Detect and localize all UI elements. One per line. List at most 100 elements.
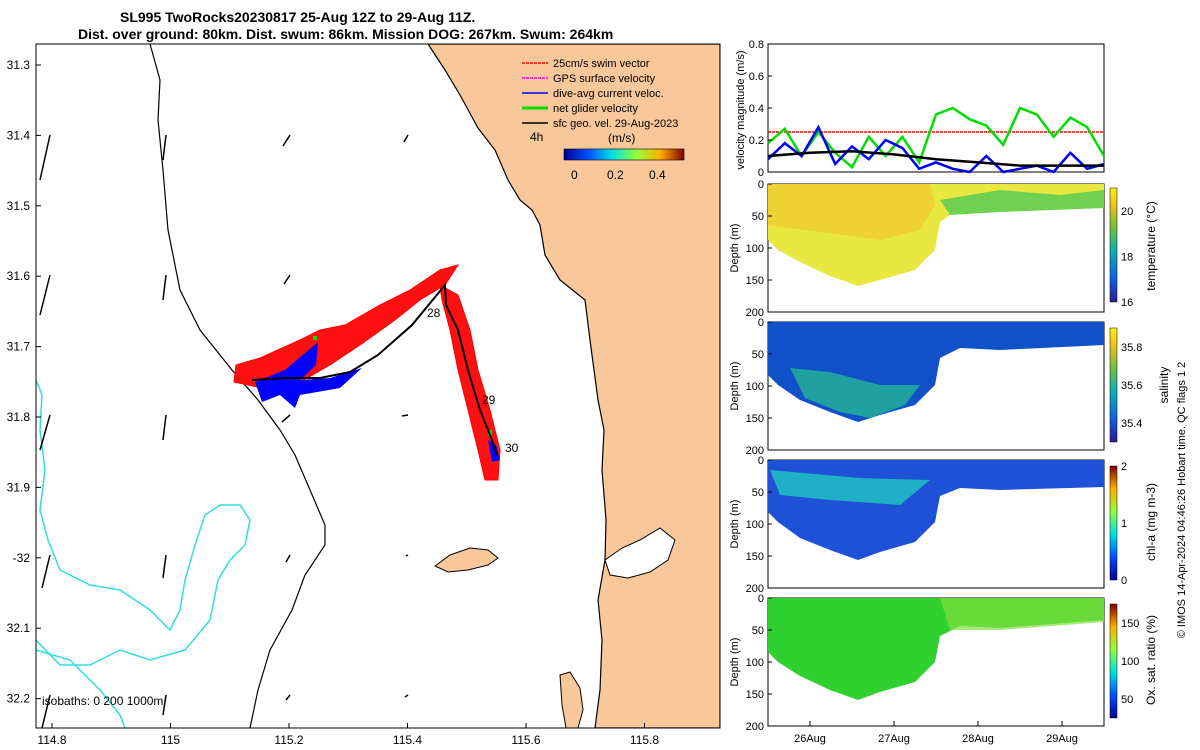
depth-tick-label: 200: [746, 445, 764, 457]
map-estuary: [604, 527, 676, 579]
colorbar-ticks: 16 18 20 35.4 35.6 35.8 0 1 2 50 100 150: [1121, 206, 1142, 706]
lon-tick-label: 115.4: [393, 733, 422, 747]
colorbar-tick-label: 0: [1121, 575, 1127, 587]
chla-label: chl-a (mg m-3): [1144, 483, 1158, 561]
salinity-colorbar: [1109, 327, 1118, 443]
oxygen-panel: Ox. sat. ratio (%): [767, 597, 1158, 727]
velocity-ytick-label: 0: [758, 167, 764, 179]
depth-tick-label: 100: [746, 657, 764, 669]
colorbar-tick-label: 50: [1121, 694, 1133, 706]
colorbar-tick-label: 150: [1121, 618, 1139, 630]
map-coast-200m: [149, 44, 326, 728]
lon-tick-label: 115.2: [274, 733, 303, 747]
credit-text: © IMOS 14-Apr-2024 04:46:26 Hobart time.…: [1176, 362, 1188, 639]
depth-tick-label: 150: [746, 275, 764, 287]
depth-tick-label: 0: [758, 455, 764, 467]
map-colorbar: [563, 148, 685, 161]
colorbar-tick-label: 100: [1121, 656, 1139, 668]
title-line-2: Dist. over ground: 80km. Dist. swum: 86k…: [78, 26, 613, 42]
temperature-panel: temperature (°C): [767, 183, 1158, 313]
time-ticks: 26Aug 27Aug 28Aug 29Aug: [794, 721, 1078, 745]
depth-tick-label: 0: [758, 593, 764, 605]
map-island-garden: [559, 671, 584, 728]
velocity-ytick-label: 0.4: [749, 103, 764, 115]
glider-track: [251, 282, 498, 456]
time-tick-label: 29Aug: [1046, 733, 1078, 745]
depth-ylabel: Depth (m): [729, 224, 741, 273]
salinity-panel: salinity: [767, 321, 1171, 451]
chla-colorbar: [1109, 465, 1118, 581]
depth-tick-label: 150: [746, 413, 764, 425]
map-isobath-0m: [36, 649, 126, 728]
lon-tick-label: 114.8: [37, 733, 66, 747]
lat-tick-label: -32: [13, 551, 31, 565]
colorbar-tick-label: 20: [1121, 206, 1133, 218]
legend-geo-label: sfc geo. vel. 29-Aug-2023: [553, 118, 678, 130]
colorbar-tick-0: 0: [571, 168, 578, 182]
colorbar-tick-label: 35.8: [1121, 342, 1142, 354]
depth-tick-label: 0: [758, 179, 764, 191]
lat-tick-label: 31.9: [7, 480, 31, 494]
depth-tick-label: 150: [746, 551, 764, 563]
velocity-series-line: [767, 124, 1105, 174]
velocity-panel: 0 0.2 0.4 0.6 0.8 velocity magnitude (m/s): [735, 39, 1106, 179]
lat-tick-label: 31.6: [7, 269, 31, 283]
map-lat-ticks: 31.3 31.4 31.5 31.6 31.7 31.8 31.9 -32 32.1 32.2: [7, 58, 41, 706]
colorbar-tick-label: 1: [1121, 518, 1127, 530]
temperature-thermocline: [940, 190, 1104, 215]
oxygen-surface: [940, 598, 1104, 630]
current-vectors: [255, 342, 500, 462]
velocity-ytick-label: 0.8: [749, 39, 764, 51]
lat-tick-label: 32.1: [7, 621, 31, 635]
colorbar-tick-label: 35.6: [1121, 380, 1142, 392]
map-isobath-1000m: [36, 379, 251, 666]
depth-tick-label: 50: [752, 349, 764, 361]
salinity-label: salinity: [1157, 367, 1171, 404]
depth-tick-label: 200: [746, 721, 764, 733]
day-label-28: 28: [427, 306, 441, 320]
colorbar-tick-label: 2: [1121, 461, 1127, 473]
legend-swim-label: 25cm/s swim vector: [553, 58, 650, 70]
colorbar-tick-label: 35.4: [1121, 418, 1142, 430]
time-tick-label: 28Aug: [962, 733, 994, 745]
colorbar-tick-2: 0.4: [649, 168, 666, 182]
lat-tick-label: 31.7: [7, 340, 31, 354]
colorbar-tick-label: 18: [1121, 251, 1133, 263]
map-frame: [35, 43, 721, 729]
velocity-series-line: [767, 149, 1104, 167]
lat-tick-label: 31.5: [7, 199, 31, 213]
map-island-rottnest: [434, 547, 499, 573]
depth-tick-label: 50: [752, 625, 764, 637]
velocity-axes: [767, 43, 1105, 173]
oxygen-label: Ox. sat. ratio (%): [1144, 615, 1158, 705]
colorbar-tick-label: 16: [1121, 297, 1133, 309]
map-legend: 25cm/s swim vector GPS surface velocity …: [522, 58, 685, 182]
depth-tick-label: 200: [746, 307, 764, 319]
day-label-29: 29: [482, 393, 496, 407]
colorbar-units: (m/s): [608, 131, 635, 145]
depth-tick-label: 200: [746, 583, 764, 595]
velocity-ytick-label: 0.2: [749, 135, 764, 147]
oxygen-colorbar: [1109, 603, 1118, 719]
depth-tick-label: 0: [758, 317, 764, 329]
lat-tick-label: 31.8: [7, 410, 31, 424]
depth-ylabel: Depth (m): [729, 638, 741, 687]
isobaths-label: isobaths: 0 200 1000m: [42, 694, 163, 708]
title-line-1: SL995 TwoRocks20230817 25-Aug 12Z to 29-…: [120, 9, 475, 25]
depth-tick-label: 50: [752, 211, 764, 223]
chla-high-band: [770, 470, 930, 505]
legend-net-label: net glider velocity: [553, 103, 638, 115]
depth-tick-label: 100: [746, 243, 764, 255]
lon-tick-label: 115: [161, 733, 180, 747]
time-tick-label: 26Aug: [794, 733, 826, 745]
swim-vectors: [233, 264, 501, 481]
depth-tick-label: 150: [746, 689, 764, 701]
lon-tick-label: 115.8: [630, 733, 659, 747]
velocity-yticks: 0 0.2 0.4 0.6 0.8: [749, 39, 772, 179]
depth-tick-label: 100: [746, 381, 764, 393]
legend-current-label: dive-avg current veloc.: [553, 88, 664, 100]
velocity-ylabel: velocity magnitude (m/s): [735, 50, 747, 169]
legend-gps-label: GPS surface velocity: [553, 73, 656, 85]
temperature-warm-core: [768, 184, 935, 240]
